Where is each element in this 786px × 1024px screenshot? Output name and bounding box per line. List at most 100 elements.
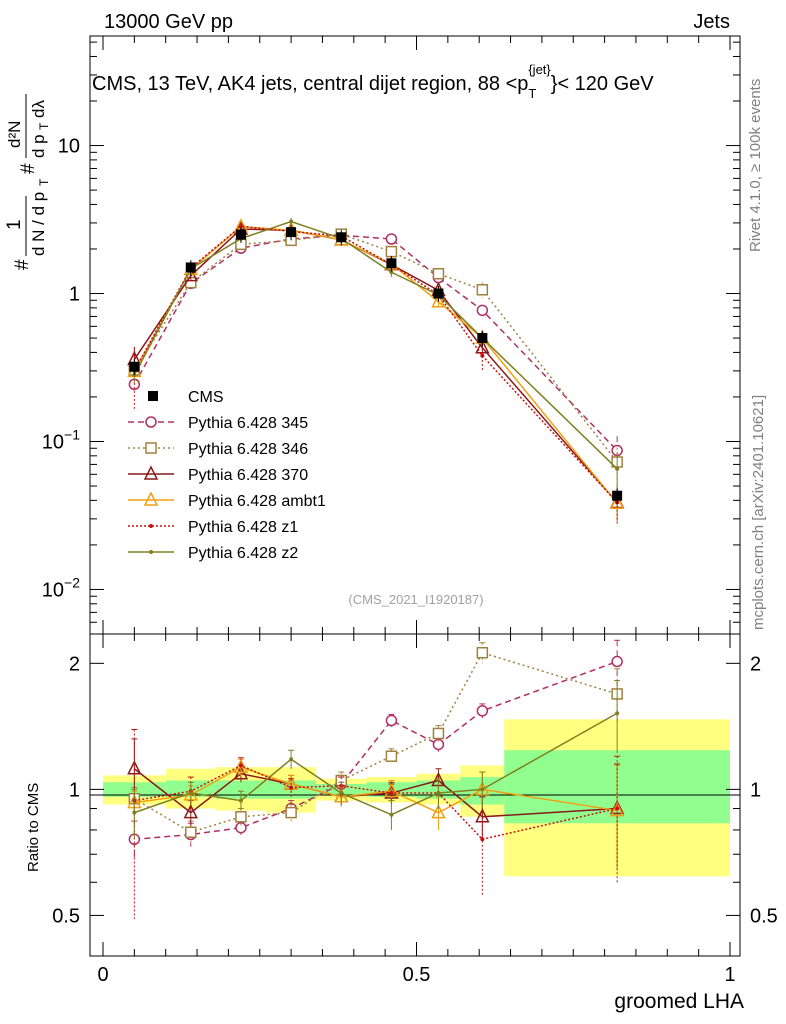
cms-data-point: [477, 333, 488, 344]
cms-data-point: [336, 232, 347, 243]
legend-label: Pythia 6.428 z2: [188, 545, 298, 562]
ratio-point: [480, 787, 485, 792]
ratio-point: [436, 791, 441, 796]
x-tick-label: 1: [724, 964, 735, 986]
ratio-series-layer: [127, 639, 625, 920]
cms-data-point: [235, 229, 246, 240]
legend: CMS Pythia 6.428 345 Pythia 6.428 346 Pythi…: [128, 389, 326, 562]
band-stat: [215, 780, 267, 799]
y-tick-label-top: 10−2: [42, 574, 80, 601]
series-line: [133, 233, 618, 463]
ratio-line: [134, 660, 618, 841]
ratio-point: [480, 837, 485, 842]
ratio-point: [289, 757, 294, 762]
y-axis-title-top: # 1 d N / d p T # d²N d p T dλ: [4, 94, 51, 270]
y-axis-title-bottom: Ratio to CMS: [25, 783, 42, 872]
ratio-point: [235, 811, 247, 823]
legend-label: Pythia 6.428 ambt1: [188, 493, 326, 510]
data-point: [476, 284, 489, 296]
analysis-id: (CMS_2021_I1920187): [348, 592, 483, 607]
ratio-point: [615, 711, 620, 716]
data-point: [476, 304, 489, 317]
ratio-point: [235, 821, 247, 834]
svg-text:T: T: [37, 122, 51, 130]
series-line: [133, 228, 618, 503]
ratio-point: [389, 812, 394, 817]
ratio-point: [289, 785, 294, 790]
data-point: [289, 219, 294, 224]
source-label: mcplots.cern.ch [arXiv:2401.10621]: [750, 395, 767, 630]
x-tick-label: 0.5: [403, 964, 431, 986]
y-tick-label-bottom: 0.5: [52, 905, 80, 927]
legend-entry: Pythia 6.428 z2: [128, 545, 298, 562]
cms-data-point: [433, 288, 444, 299]
y-tick-label-bottom: 1: [69, 779, 80, 801]
ratio-point: [431, 803, 446, 819]
plot-title: CMS, 13 TeV, AK4 jets, central dijet reg…: [92, 62, 654, 101]
ratio-point: [476, 705, 489, 717]
rivet-label: Rivet 4.1.0, ≥ 100k events: [747, 79, 764, 252]
ratio-uncertainty-bands: [103, 719, 730, 877]
y-tick-label-bottom-right: 0.5: [750, 905, 778, 927]
ratio-point: [185, 826, 197, 838]
legend-marker: [149, 550, 153, 554]
series-line: [133, 225, 618, 504]
legend-entry: Pythia 6.428 345: [128, 415, 308, 432]
axis-ticks: 0 0.5 1 10−2 10−1 1 10 0.5 0.5 1 1 2 2: [42, 36, 778, 986]
legend-marker: [143, 465, 159, 480]
data-point: [385, 233, 398, 245]
energy-label: 13000 GeV pp: [104, 11, 233, 33]
cms-data-point: [185, 262, 196, 273]
data-point: [389, 270, 394, 275]
legend-label: CMS: [188, 389, 224, 406]
series-line: [133, 226, 618, 504]
ratio-point: [339, 791, 344, 796]
data-point: [385, 245, 398, 258]
legend-entry: Pythia 6.428 346: [128, 441, 308, 458]
cms-data-point: [612, 490, 623, 501]
y-tick-label-bottom-right: 1: [750, 779, 761, 801]
cms-data-layer: [129, 224, 623, 504]
legend-entry: Pythia 6.428 ambt1: [128, 491, 326, 510]
legend-label: Pythia 6.428 345: [188, 415, 308, 432]
data-point: [480, 353, 485, 358]
category-label: Jets: [693, 11, 730, 33]
data-point: [431, 293, 446, 308]
svg-text:dλ: dλ: [29, 100, 48, 118]
legend-marker: [143, 491, 159, 506]
cms-data-point: [386, 258, 397, 269]
svg-text:d p: d p: [29, 134, 48, 158]
data-point: [615, 466, 620, 471]
ratio-point: [188, 791, 193, 796]
ratio-point: [389, 791, 394, 796]
data-point: [609, 494, 625, 509]
svg-text:1: 1: [4, 219, 25, 230]
data-point: [432, 268, 445, 280]
ratio-point: [609, 801, 625, 817]
ratio-point: [285, 806, 297, 819]
ratio-series-5: [131, 679, 621, 840]
x-tick-label: 0: [97, 964, 108, 986]
ratio-point: [615, 806, 620, 811]
legend-marker: [145, 416, 157, 428]
series-0: [128, 229, 623, 470]
svg-text:#: #: [18, 163, 39, 174]
y-tick-label-top: 10−1: [42, 426, 80, 453]
y-tick-label-bottom-right: 2: [750, 653, 761, 675]
y-tick-label-bottom: 2: [69, 653, 80, 675]
ratio-point: [476, 646, 489, 659]
legend-marker: [149, 524, 153, 528]
ratio-point: [132, 810, 137, 815]
svg-text:d N / d p: d N / d p: [29, 192, 48, 256]
ratio-point: [432, 727, 445, 740]
ratio-point: [611, 655, 623, 668]
legend-entry: Pythia 6.428 370: [128, 465, 308, 484]
legend-marker: [148, 391, 158, 401]
svg-text:#: #: [12, 259, 33, 270]
legend-entry-cms: CMS: [148, 389, 224, 406]
legend-label: Pythia 6.428 370: [188, 467, 308, 484]
svg-text:T: T: [37, 178, 51, 186]
ratio-point: [238, 763, 243, 768]
ratio-point: [385, 750, 398, 762]
legend-label: Pythia 6.428 z1: [188, 519, 298, 536]
